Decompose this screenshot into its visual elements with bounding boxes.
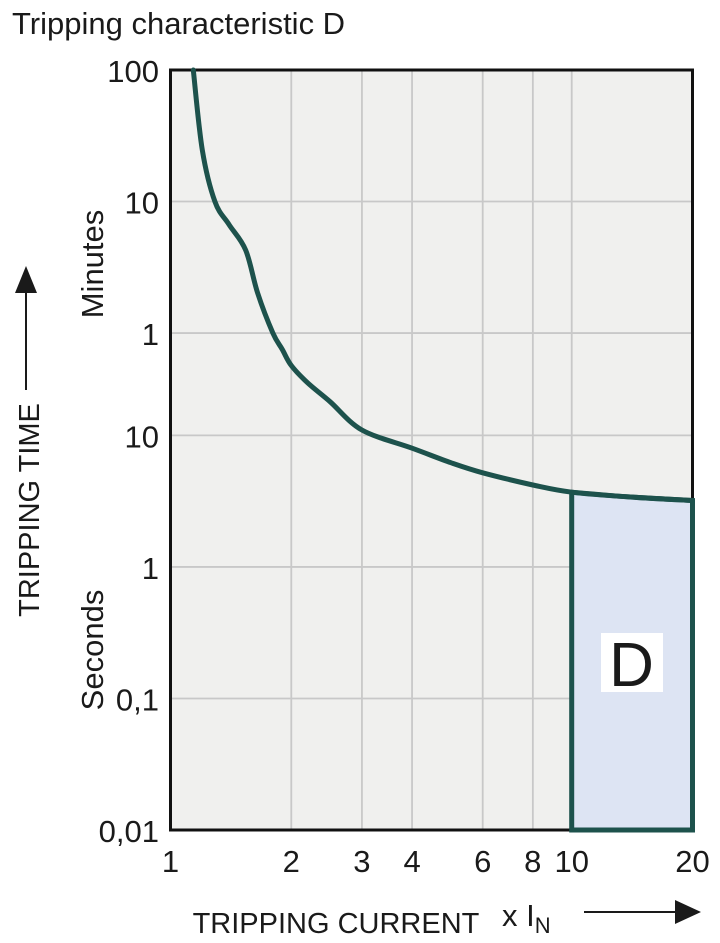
d-label-box	[601, 633, 663, 692]
tripping-curve	[190, 67, 695, 503]
y-axis-tick-labels: 100 10 1 10 1 0,1 0,01	[99, 54, 159, 849]
y-unit-minutes-label: Minutes	[75, 210, 110, 319]
x-tick-label: 8	[524, 844, 541, 879]
x-axis-unit-label: x IN	[502, 898, 551, 938]
x-tick-label: 4	[403, 844, 420, 879]
x-tick-label: 20	[675, 844, 709, 879]
x-tick-label: 1	[162, 844, 179, 879]
y-tick-label: 1	[142, 317, 159, 352]
y-tick-label: 100	[107, 54, 159, 89]
x-axis-tick-labels: 1 2 3 4 6 8 10 20	[162, 844, 710, 879]
x-tick-label: 3	[353, 844, 370, 879]
d-region-label: D	[609, 631, 654, 700]
y-axis-title: TRIPPING TIME	[14, 403, 46, 617]
x-axis-arrow-icon	[584, 900, 701, 924]
x-tick-label: 10	[554, 844, 588, 879]
y-tick-label: 10	[125, 419, 159, 454]
x-axis-title: TRIPPING CURRENT	[193, 908, 480, 940]
x-tick-label: 2	[283, 844, 300, 879]
x-tick-label: 6	[474, 844, 491, 879]
y-tick-label: 1	[142, 551, 159, 586]
plot-border	[169, 68, 694, 832]
y-unit-seconds-label: Seconds	[75, 590, 110, 711]
y-tick-label: 0,1	[116, 683, 159, 718]
page-title: Tripping characteristic D	[12, 6, 345, 41]
y-axis-arrow-icon	[15, 266, 37, 390]
y-tick-label: 10	[125, 186, 159, 221]
y-tick-label: 0,01	[99, 814, 159, 849]
